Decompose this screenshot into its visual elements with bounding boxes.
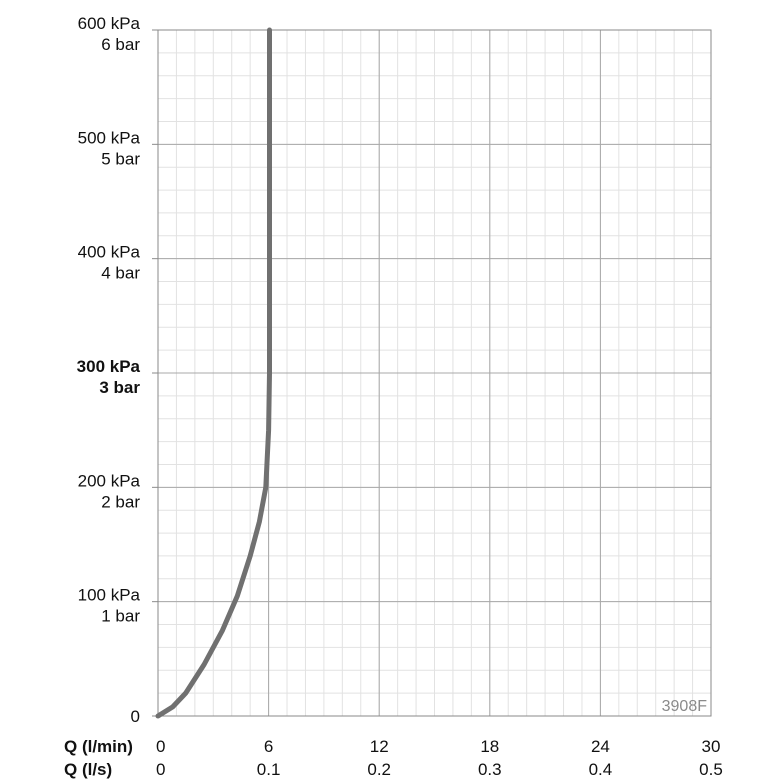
x-tick-label-secondary: 0.4 [589,760,613,779]
y-tick-label: 500 kPa [78,128,141,147]
y-tick-label: 400 kPa [78,243,141,262]
x-tick-label-secondary: 0.2 [367,760,391,779]
y-tick-label: 0 [131,707,140,726]
y-tick-label-secondary: 1 bar [101,607,140,626]
y-tick-label-secondary: 3 bar [99,378,140,397]
chart-code-label: 3908F [662,698,708,715]
x-tick-label: 12 [370,737,389,756]
x-axis-title-secondary: Q (l/s) [64,760,112,779]
x-tick-label-secondary: 0.1 [257,760,281,779]
x-tick-label-secondary: 0.5 [699,760,723,779]
x-tick-label: 30 [702,737,721,756]
x-axis-title-primary: Q (l/min) [64,737,133,756]
y-tick-label-secondary: 4 bar [101,264,140,283]
y-tick-label-secondary: 6 bar [101,35,140,54]
y-tick-label: 200 kPa [78,471,141,490]
x-tick-label: 6 [264,737,273,756]
y-axis-ticks: 0 100 kPa 1 bar 200 kPa 2 bar 300 kPa 3 bar 400… [77,14,158,726]
series-layer [155,27,272,719]
x-tick-label: 0 [156,737,165,756]
y-tick-label-secondary: 2 bar [101,492,140,511]
y-tick-label: 300 kPa [77,357,141,376]
y-tick-label-secondary: 5 bar [101,149,140,168]
x-tick-label: 24 [591,737,610,756]
y-tick-label: 100 kPa [78,586,141,605]
x-axis-ticks: 0 0 6 0.1 12 0.2 18 0.3 24 0.4 30 0.5 [156,737,723,779]
x-tick-label-secondary: 0 [156,760,165,779]
x-tick-label: 18 [480,737,499,756]
x-tick-label-secondary: 0.3 [478,760,502,779]
y-tick-label: 600 kPa [78,14,141,33]
series-line [155,27,272,719]
